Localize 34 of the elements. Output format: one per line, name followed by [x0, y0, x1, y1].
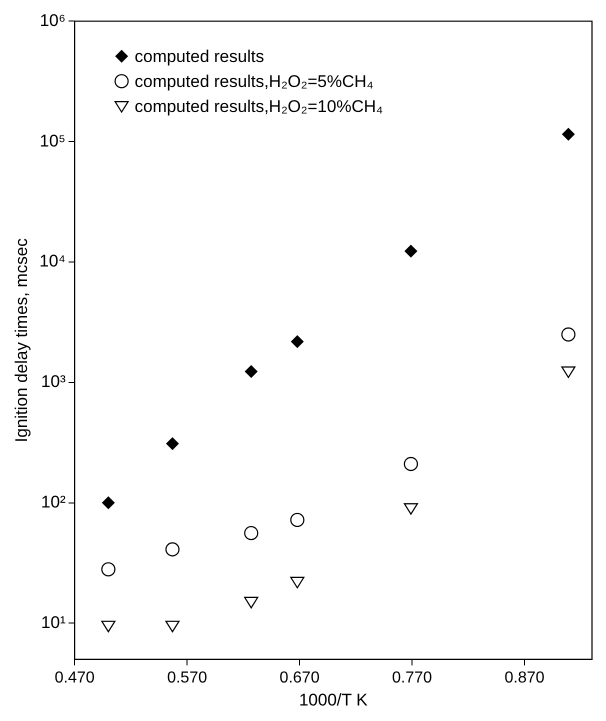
point: [165, 620, 180, 632]
y-tick-label: 10³: [41, 372, 66, 392]
x-tick-label: 0.670: [280, 669, 320, 686]
point: [102, 496, 115, 510]
point: [101, 620, 116, 632]
point: [244, 365, 258, 378]
point: [244, 526, 258, 540]
x-tick-label: 0.870: [504, 669, 545, 686]
point: [561, 327, 576, 342]
x-tick-label: 0.570: [167, 669, 208, 686]
point: [404, 456, 418, 472]
point: [290, 576, 304, 588]
y-tick-label: 10⁴: [39, 252, 66, 271]
y-axis-title: Ignition delay times, mcsec: [12, 238, 31, 442]
x-tick-label: 0.470: [54, 669, 95, 686]
point: [101, 562, 116, 576]
point: [244, 596, 258, 608]
point: [404, 244, 418, 258]
x-axis-title: 1000/T K: [298, 690, 368, 710]
legend-label: computed results: [134, 46, 264, 66]
y-tick-label: 10⁶: [40, 10, 66, 30]
point: [290, 512, 304, 528]
point: [290, 335, 304, 348]
x-tick-label: 0.770: [392, 669, 432, 686]
legend-label: computed results,H₂O₂=5%CH₄: [134, 72, 374, 91]
point: [404, 503, 418, 515]
point: [166, 437, 179, 450]
point: [165, 542, 180, 556]
y-tick-label: 10⁵: [40, 131, 66, 150]
legend-label: computed results,H₂O₂=10%CH₄: [134, 96, 383, 116]
y-tick-label: 10²: [41, 492, 66, 512]
point: [561, 366, 576, 378]
y-tick-label: 10¹: [41, 612, 66, 632]
point: [562, 128, 575, 141]
